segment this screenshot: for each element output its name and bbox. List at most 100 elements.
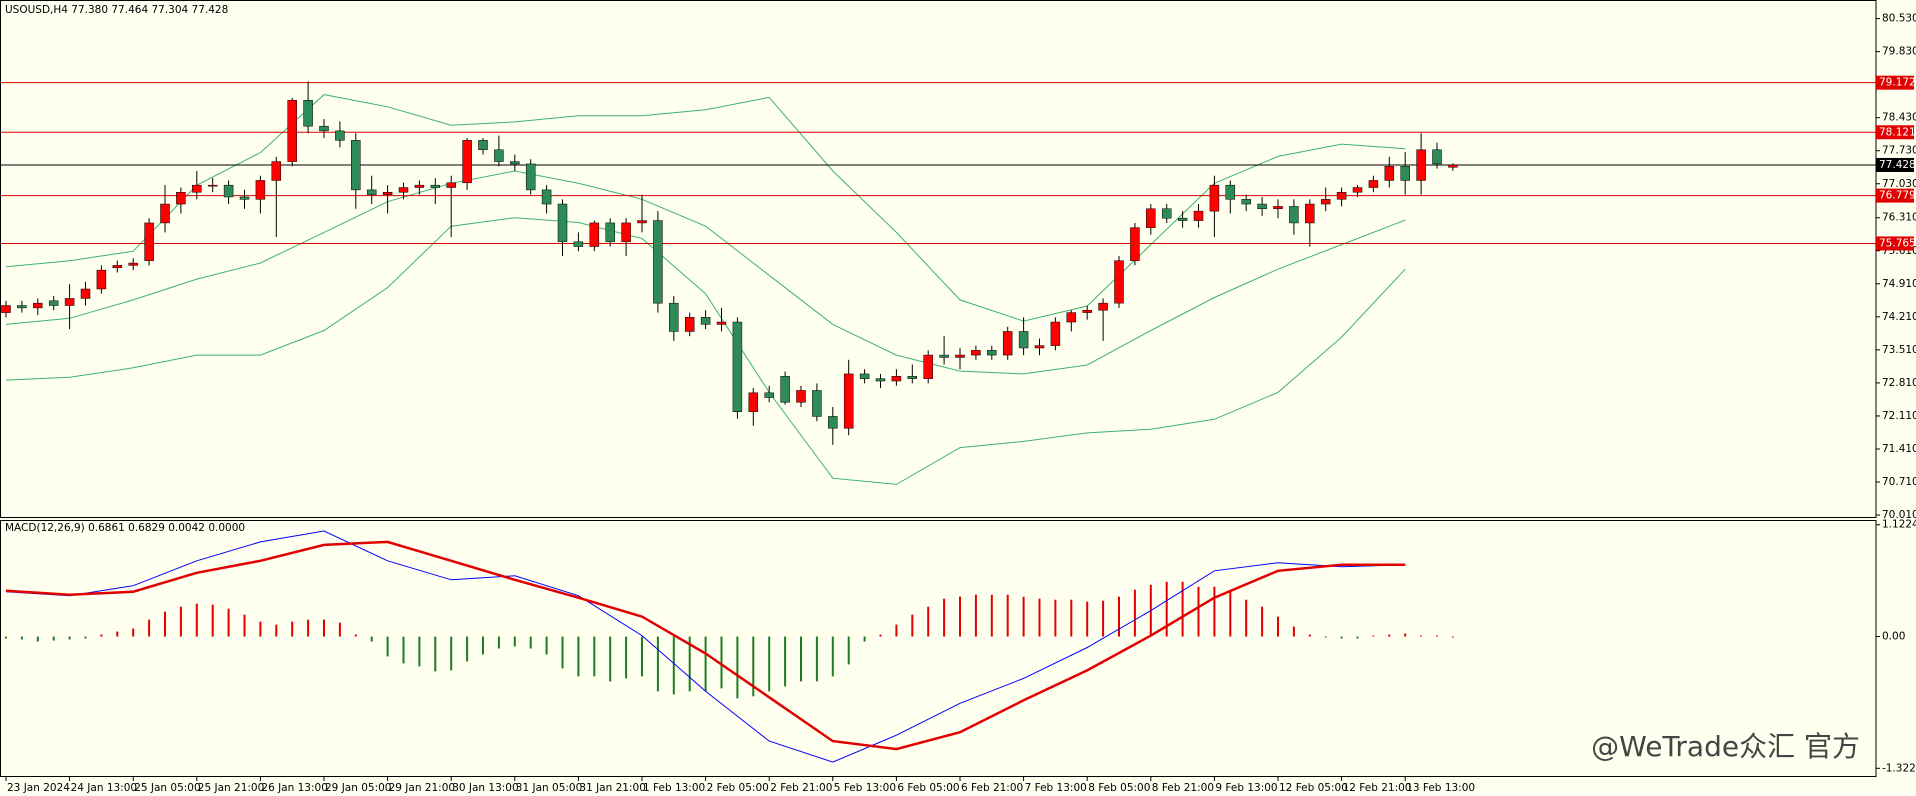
x-tick-label: 5 Feb 13:00	[834, 782, 896, 794]
candle-body	[843, 373, 854, 429]
x-tick-label: 8 Feb 05:00	[1088, 782, 1150, 794]
candle-body	[955, 354, 965, 358]
candle-body	[923, 354, 933, 379]
x-tick-label: 25 Jan 21:00	[198, 782, 264, 794]
candle-body	[875, 378, 886, 382]
macd-title: MACD(12,26,9) 0.6861 0.6829 0.0042 0.000…	[5, 522, 245, 534]
candle-body	[1209, 184, 1220, 212]
candle-body	[541, 189, 552, 205]
candle-body	[1336, 191, 1347, 200]
candle-body	[1066, 312, 1077, 323]
candle-body	[1273, 206, 1283, 210]
candle-body	[33, 302, 43, 309]
candle-body	[684, 317, 695, 332]
y-tick-label: 79.830	[1882, 46, 1916, 58]
watermark: @WeTrade众汇 官方	[1591, 730, 1860, 763]
candle-body	[510, 161, 520, 165]
candle-body	[366, 189, 377, 195]
candle-body	[1352, 187, 1363, 193]
x-tick-label: 1 Feb 13:00	[643, 782, 705, 794]
bollinger-band	[5, 170, 1406, 375]
candle-body	[1289, 206, 1299, 224]
candle-body	[207, 184, 218, 187]
y-tick-label: 70.010	[1882, 509, 1916, 521]
y-tick-label: 72.810	[1882, 377, 1916, 389]
candle-body	[128, 262, 138, 266]
candle-body	[1305, 203, 1315, 224]
x-tick-label: 29 Jan 05:00	[325, 782, 391, 794]
candle-body	[80, 288, 91, 299]
x-tick-label: 31 Jan 05:00	[516, 782, 582, 794]
candle-body	[335, 130, 345, 141]
level-label: 79.172	[1879, 77, 1916, 89]
candle-body	[414, 184, 425, 188]
x-tick-label: 12 Feb 21:00	[1343, 782, 1412, 794]
x-tick-label: 6 Feb 05:00	[897, 782, 959, 794]
candle-body	[64, 298, 75, 306]
candle-body	[1050, 321, 1061, 346]
x-tick-label: 23 Jan 2024	[7, 782, 70, 794]
candle-body	[160, 203, 170, 224]
price-pane	[0, 0, 1877, 518]
candle-body	[255, 180, 266, 200]
level-tag	[1876, 125, 1914, 140]
x-tick-label: 9 Feb 13:00	[1215, 782, 1277, 794]
candle-body	[1002, 331, 1013, 356]
candle-body	[303, 99, 313, 127]
candle-body	[430, 184, 441, 188]
candle-body	[748, 392, 759, 412]
candle-body	[176, 191, 186, 205]
candle-body	[1225, 184, 1236, 200]
candle-body	[398, 187, 409, 193]
candle-body	[319, 125, 329, 132]
candle-body	[1098, 302, 1108, 311]
candle-body	[812, 390, 822, 417]
candle-body	[939, 354, 949, 358]
x-tick-label: 8 Feb 21:00	[1152, 782, 1214, 794]
candle-body	[557, 203, 568, 243]
candle-body	[1193, 210, 1204, 221]
y-tick-label: 0.00	[1882, 631, 1905, 643]
y-tick-label: 80.530	[1882, 13, 1916, 25]
y-tick-label: -1.3228	[1882, 762, 1916, 774]
candle-body	[1384, 166, 1395, 181]
macd-line	[5, 540, 1406, 751]
y-tick-label: 70.710	[1882, 476, 1916, 488]
candle-body	[48, 300, 59, 306]
candle-body	[192, 184, 202, 193]
chart-title: USOUSD,H4 77.380 77.464 77.304 77.428	[5, 4, 228, 16]
x-tick-label: 29 Jan 21:00	[389, 782, 455, 794]
level-tag	[1876, 188, 1914, 203]
level-label: 78.121	[1879, 126, 1916, 138]
candle-body	[112, 265, 123, 269]
x-tick-label: 25 Jan 05:00	[134, 782, 200, 794]
candle-body	[1432, 149, 1442, 165]
y-tick-label: 71.410	[1882, 443, 1916, 455]
candle-body	[1257, 203, 1267, 210]
candle-body	[1400, 166, 1410, 181]
candle-body	[971, 350, 981, 356]
candle-body	[780, 376, 790, 403]
candle-body	[589, 222, 600, 247]
candle-body	[1241, 199, 1251, 205]
candle-body	[1368, 180, 1379, 188]
level-tag	[1876, 236, 1914, 251]
current-price-label: 77.428	[1879, 159, 1916, 171]
x-tick-label: 24 Jan 13:00	[71, 782, 137, 794]
x-tick-label: 7 Feb 13:00	[1025, 782, 1087, 794]
candle-body	[382, 191, 393, 195]
candle-body	[525, 163, 536, 191]
candle-body	[17, 305, 27, 309]
candle-body	[1018, 331, 1029, 349]
bollinger-band	[5, 217, 1406, 485]
y-tick-label: 74.910	[1882, 278, 1916, 290]
candle-body	[700, 317, 711, 325]
candle-body	[144, 222, 154, 261]
x-tick-label: 31 Jan 21:00	[579, 782, 645, 794]
x-tick-label: 2 Feb 21:00	[770, 782, 832, 794]
candle-body	[1416, 149, 1426, 181]
candle-body	[764, 392, 774, 398]
x-tick-label: 26 Jan 13:00	[261, 782, 327, 794]
